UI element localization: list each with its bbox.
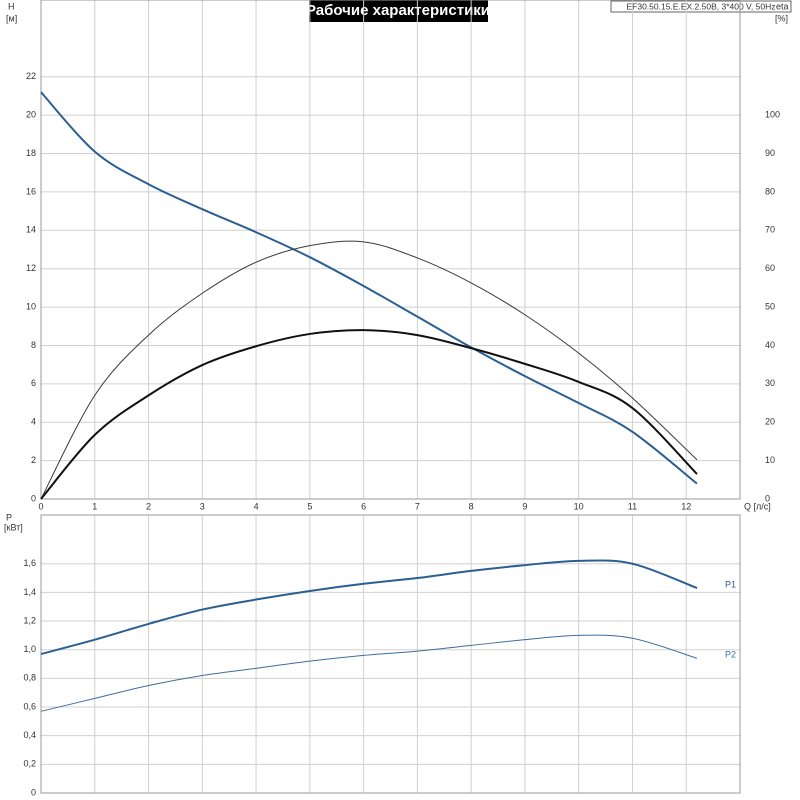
x-tick-label: 1 xyxy=(92,501,97,511)
y-unit: [кВт] xyxy=(4,522,23,532)
series-label: P2 xyxy=(725,650,736,660)
y-tick-label: 18 xyxy=(26,148,36,158)
plot-frame xyxy=(40,514,741,794)
y-tick-label: 0,8 xyxy=(23,673,36,683)
y-tick-label: 0,6 xyxy=(23,701,36,711)
series-line xyxy=(40,634,698,712)
series-line xyxy=(40,240,698,500)
y-tick-label: 14 xyxy=(26,225,36,235)
y-tick-label: 0,2 xyxy=(23,759,36,769)
y-tick-label: 22 xyxy=(26,71,36,81)
x-tick-label: 6 xyxy=(361,501,366,511)
y2-tick-label: 40 xyxy=(765,340,775,350)
y-tick-label: 1,2 xyxy=(23,615,36,625)
subtitle: EF30.50.15.E.EX.2.50B, 3*400 V, 50Hz xyxy=(626,1,775,11)
y2-label: eta xyxy=(776,1,789,11)
y-tick-label: 8 xyxy=(31,340,36,350)
y2-tick-label: 50 xyxy=(765,301,775,311)
x-tick-label: 7 xyxy=(415,501,420,511)
y-tick-label: 12 xyxy=(26,263,36,273)
y-unit: [м] xyxy=(6,13,17,23)
subtitle-box xyxy=(610,0,792,13)
y-tick-label: 20 xyxy=(26,110,36,120)
y-tick-label: 0 xyxy=(31,493,36,503)
y-label: H xyxy=(8,1,15,11)
y-tick-label: 16 xyxy=(26,186,36,196)
y2-tick-label: 80 xyxy=(765,186,775,196)
y-tick-label: 1,0 xyxy=(23,644,36,654)
series-line xyxy=(40,329,698,500)
x-tick-label: 5 xyxy=(307,501,312,511)
x-tick-label: 4 xyxy=(254,501,259,511)
y2-tick-label: 70 xyxy=(765,225,775,235)
y-tick-label: 4 xyxy=(31,417,36,427)
x-tick-label: 0 xyxy=(38,501,43,511)
y2-tick-label: 100 xyxy=(765,110,780,120)
y2-tick-label: 90 xyxy=(765,148,775,158)
y2-tick-label: 30 xyxy=(765,378,775,388)
y2-tick-label: 10 xyxy=(765,455,775,465)
y2-tick-label: 0 xyxy=(765,493,770,503)
chart-title: Рабочие характеристики xyxy=(306,2,490,19)
x-label: Q [л/с] xyxy=(744,501,771,511)
y-tick-label: 2 xyxy=(31,455,36,465)
y2-tick-label: 60 xyxy=(765,263,775,273)
y-tick-label: 0 xyxy=(31,787,36,797)
series-label: P1 xyxy=(725,579,736,589)
y-tick-label: 1,4 xyxy=(23,587,36,597)
y-tick-label: 1,6 xyxy=(23,558,36,568)
x-tick-label: 2 xyxy=(146,501,151,511)
y-tick-label: 10 xyxy=(26,301,36,311)
x-tick-label: 8 xyxy=(469,501,474,511)
x-tick-label: 11 xyxy=(628,501,637,511)
plot-frame xyxy=(40,0,741,500)
y-label: P xyxy=(6,512,12,522)
y-tick-label: 6 xyxy=(31,378,36,388)
y-tick-label: 0,4 xyxy=(23,730,36,740)
x-tick-label: 10 xyxy=(574,501,584,511)
y2-tick-label: 20 xyxy=(765,417,775,427)
title-box xyxy=(309,0,488,22)
x-tick-label: 12 xyxy=(681,501,691,511)
series-line xyxy=(40,91,698,485)
x-tick-label: 3 xyxy=(200,501,205,511)
y2-unit: [%] xyxy=(775,13,788,23)
x-tick-label: 9 xyxy=(522,501,527,511)
series-line xyxy=(40,559,698,655)
